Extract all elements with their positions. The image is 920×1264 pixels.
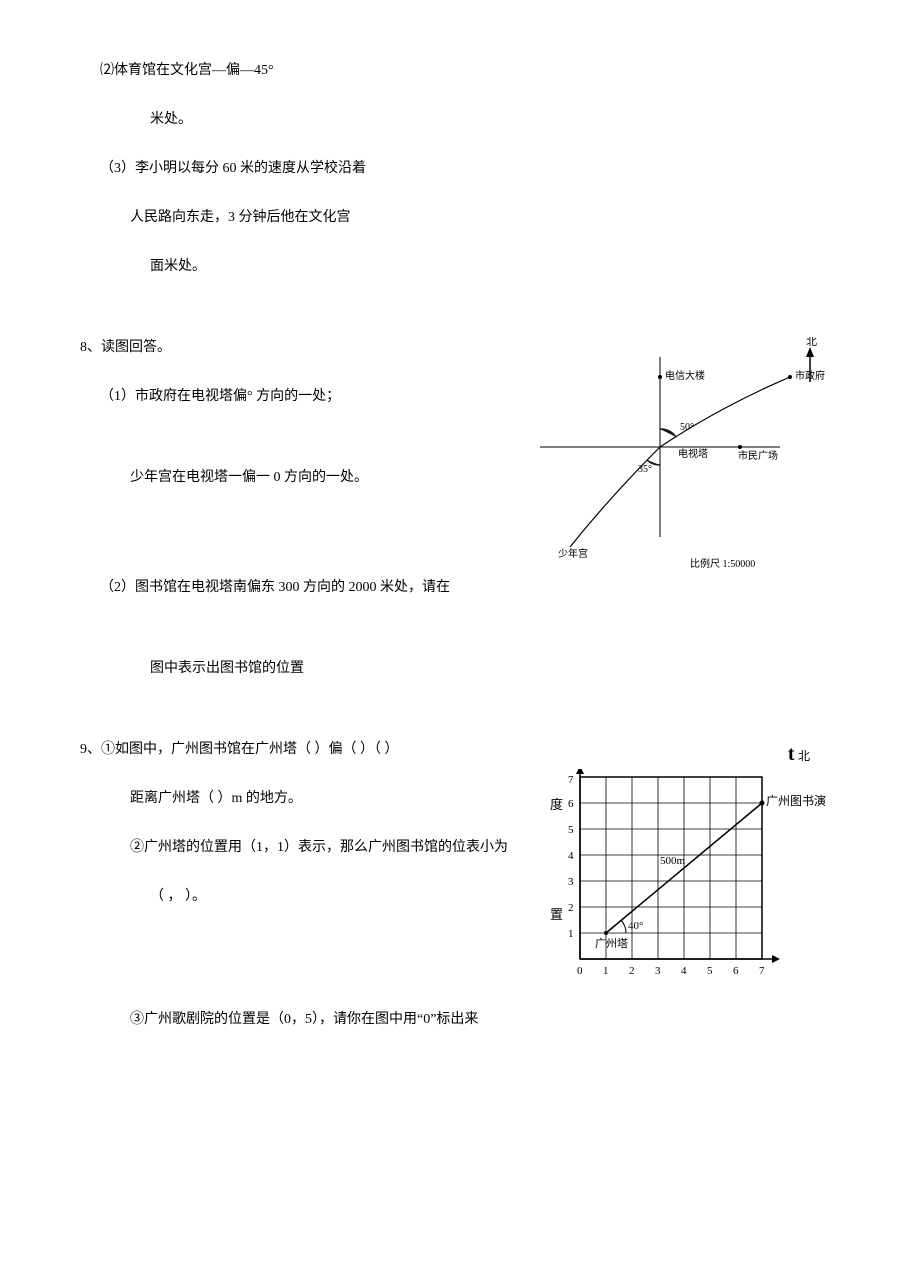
- svg-text:50°: 50°: [680, 422, 694, 433]
- svg-text:35°: 35°: [638, 464, 652, 475]
- svg-text:7: 7: [568, 774, 574, 786]
- north-t: t: [788, 743, 795, 765]
- q7-line2b: 米处。: [80, 109, 840, 130]
- svg-text:7: 7: [759, 965, 765, 977]
- q8-heading: 8、读图回答。: [80, 337, 520, 358]
- svg-text:置: 置: [550, 907, 563, 922]
- svg-text:1: 1: [603, 965, 609, 977]
- svg-text:4: 4: [681, 965, 687, 977]
- q9-line2b: （ ， ）。: [80, 886, 540, 907]
- q8-line1b: 少年宫在电视塔一偏一 0 方向的一处。: [80, 467, 520, 488]
- q9-grid-chart: 500m 40° 广州塔 广州图书演 度 置 0 1 2 3 4 5 6 7 1…: [540, 769, 840, 989]
- svg-text:比例尺 1:50000: 比例尺 1:50000: [690, 557, 755, 570]
- svg-text:2: 2: [568, 902, 574, 914]
- q7-line3b: 人民路向东走，3 分钟后他在文化宫: [80, 207, 840, 228]
- svg-text:电信大楼: 电信大楼: [665, 369, 705, 382]
- svg-text:4: 4: [568, 850, 574, 862]
- svg-text:度: 度: [550, 797, 563, 812]
- svg-text:6: 6: [733, 965, 739, 977]
- q9-line2: ②广州塔的位置用（1，1）表示，那么广州图书馆的位表小为: [80, 837, 540, 858]
- north-label: 北: [798, 749, 810, 763]
- q8-line2: （2）图书馆在电视塔南偏东 300 方向的 2000 米处，请在: [80, 577, 840, 598]
- q9-heading: 9、①如图中，广州图书馆在广州塔（ ）偏（ ）（ ）: [80, 739, 540, 760]
- svg-text:市民广场: 市民广场: [738, 449, 778, 462]
- svg-text:6: 6: [568, 798, 574, 810]
- svg-text:5: 5: [707, 965, 713, 977]
- svg-text:电视塔: 电视塔: [678, 447, 708, 460]
- q7-line3: （3）李小明以每分 60 米的速度从学校沿着: [80, 158, 840, 179]
- svg-text:3: 3: [655, 965, 661, 977]
- svg-text:广州图书演: 广州图书演: [766, 793, 826, 808]
- q9-line3: ③广州歌剧院的位置是（0，5），请你在图中用“0”标出来: [80, 1009, 840, 1030]
- svg-text:广州塔: 广州塔: [595, 937, 628, 950]
- q9-line1b: 距离广州塔（ ）m 的地方。: [80, 788, 540, 809]
- svg-text:500m: 500m: [660, 855, 686, 867]
- svg-text:2: 2: [629, 965, 635, 977]
- q7-line3c: 面米处。: [80, 256, 840, 277]
- q7-line2: ⑵体育馆在文化宫—偏—45°: [80, 60, 840, 81]
- svg-text:1: 1: [568, 928, 574, 940]
- svg-text:0: 0: [577, 965, 583, 977]
- svg-text:40°: 40°: [628, 920, 643, 932]
- q8-diagram: 北 电信大楼 市政府 50° 35° 电视塔 市民广场 少年宫 比例尺 1:5: [520, 337, 840, 577]
- svg-text:3: 3: [568, 876, 574, 888]
- svg-text:北: 北: [806, 337, 817, 348]
- q8-line2b: 图中表示出图书馆的位置: [80, 658, 840, 679]
- svg-text:5: 5: [568, 824, 574, 836]
- q8-line1: （1）市政府在电视塔偏° 方向的一处；: [80, 386, 520, 407]
- svg-text:市政府: 市政府: [795, 369, 825, 382]
- svg-text:少年宫: 少年宫: [558, 547, 588, 560]
